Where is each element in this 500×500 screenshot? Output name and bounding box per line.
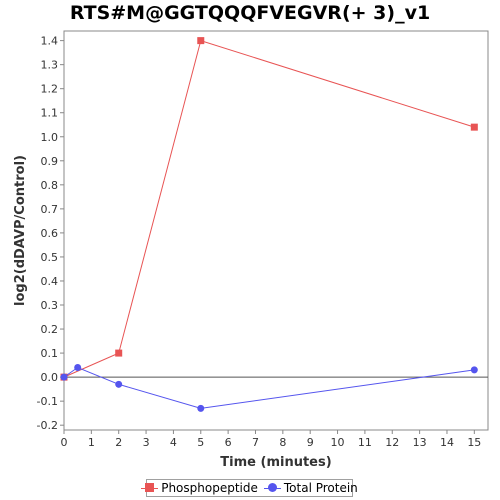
x-tick-label: 3 — [143, 436, 150, 449]
y-tick-label: 0.1 — [41, 347, 59, 360]
y-tick-label: 0.0 — [41, 371, 59, 384]
x-tick-label: 7 — [252, 436, 259, 449]
y-axis-title: log2(dDAVP/Control) — [13, 155, 28, 306]
data-point-phosphopeptide — [197, 37, 205, 45]
y-tick-label: 1.0 — [41, 131, 59, 144]
y-tick-label: -0.1 — [37, 395, 58, 408]
y-tick-label: 0.4 — [41, 275, 59, 288]
x-tick-label: 12 — [385, 436, 399, 449]
x-tick-label: 14 — [440, 436, 454, 449]
legend-label-total-protein: Total Protein — [283, 481, 358, 495]
chart-title: RTS#M@GGTQQQFVEGVR(+ 3)_v1 — [69, 2, 431, 24]
y-tick-label: 0.3 — [41, 299, 59, 312]
x-tick-label: 5 — [197, 436, 204, 449]
x-tick-label: 8 — [279, 436, 286, 449]
series-line-phosphopeptide — [63, 39, 475, 378]
y-tick-label: 1.1 — [41, 107, 59, 120]
data-point-total-protein — [197, 404, 205, 412]
x-tick-label: 11 — [358, 436, 372, 449]
y-tick-label: -0.2 — [37, 419, 58, 432]
x-tick-label: 2 — [115, 436, 122, 449]
data-point-phosphopeptide — [115, 349, 123, 357]
y-tick-label: 0.8 — [41, 179, 59, 192]
y-tick-label: 0.6 — [41, 227, 59, 240]
plot-area — [63, 30, 489, 431]
y-tick-label: 0.5 — [41, 251, 59, 264]
x-tick-label: 1 — [88, 436, 95, 449]
legend-circle-marker-icon — [263, 483, 281, 493]
y-tick-label: 1.3 — [41, 59, 59, 72]
data-point-total-protein — [74, 364, 82, 372]
data-point-phosphopeptide — [470, 123, 478, 131]
data-point-total-protein — [115, 380, 123, 388]
x-tick-label: 10 — [331, 436, 345, 449]
x-tick-label: 4 — [170, 436, 177, 449]
x-tick-label: 13 — [413, 436, 427, 449]
y-tick-label: 0.9 — [41, 155, 59, 168]
legend-item-phosphopeptide: Phosphopeptide — [141, 481, 258, 495]
x-tick-label: 0 — [61, 436, 68, 449]
y-tick-label: 1.2 — [41, 83, 59, 96]
x-tick-label: 9 — [307, 436, 314, 449]
legend-label-phosphopeptide: Phosphopeptide — [161, 481, 258, 495]
x-tick-label: 15 — [467, 436, 481, 449]
legend-square-marker-icon — [141, 483, 159, 493]
x-tick-label: 6 — [225, 436, 232, 449]
y-tick-label: 0.2 — [41, 323, 59, 336]
data-point-total-protein — [470, 366, 478, 374]
y-tick-label: 1.4 — [41, 35, 59, 48]
legend-item-total-protein: Total Protein — [263, 481, 358, 495]
x-axis-title: Time (minutes) — [220, 455, 331, 470]
y-tick-label: 0.7 — [41, 203, 59, 216]
chart-legend: Phosphopeptide Total Protein — [141, 479, 358, 497]
data-point-total-protein — [60, 373, 68, 381]
